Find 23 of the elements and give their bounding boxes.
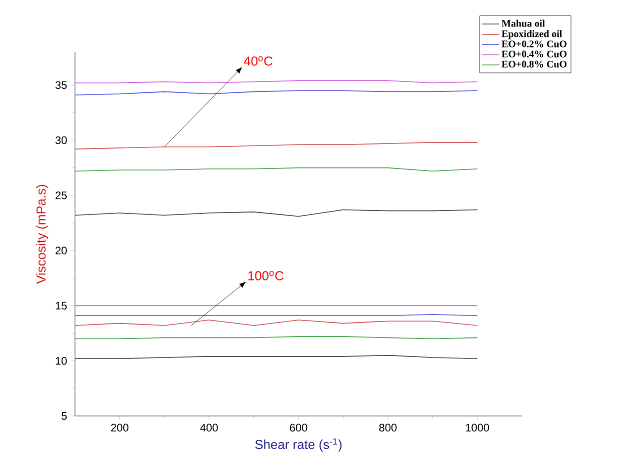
x-tick-label: 600 bbox=[290, 424, 308, 432]
annotation: 40$^{o}$C bbox=[244, 56, 272, 66]
y-tick-label: 35 bbox=[55, 81, 67, 89]
legend-label: Epoxidized oil bbox=[502, 30, 562, 40]
x-tick-label: 1000 bbox=[466, 424, 490, 432]
line-series bbox=[75, 209, 478, 217]
legend-label: EO+0.4% CuO bbox=[502, 50, 567, 58]
y-tick-label: 10 bbox=[56, 356, 67, 365]
x-tick-label: 200 bbox=[111, 424, 128, 432]
y-tick-label: 15 bbox=[56, 302, 67, 310]
legend-label: EO+0.2% CuO bbox=[502, 40, 567, 48]
legend-label: EO+0.8% CuO bbox=[502, 60, 567, 68]
x-tick-label: 800 bbox=[379, 424, 397, 432]
y-tick-label: 20 bbox=[56, 246, 67, 254]
x-tick-label: 400 bbox=[200, 424, 218, 432]
x-axis-title: Shear rate (s$^{-1}$) bbox=[255, 438, 342, 452]
annotation: 100$^{o}$C bbox=[248, 271, 284, 280]
y-tick-label: 25 bbox=[56, 192, 67, 200]
y-axis-title: Viscosity (mPa.s) bbox=[36, 184, 48, 284]
line-series bbox=[75, 142, 478, 150]
y-tick-label: 5 bbox=[62, 412, 67, 420]
legend-label: Mahua oil bbox=[502, 20, 545, 27]
y-tick-label: 30 bbox=[55, 136, 67, 144]
